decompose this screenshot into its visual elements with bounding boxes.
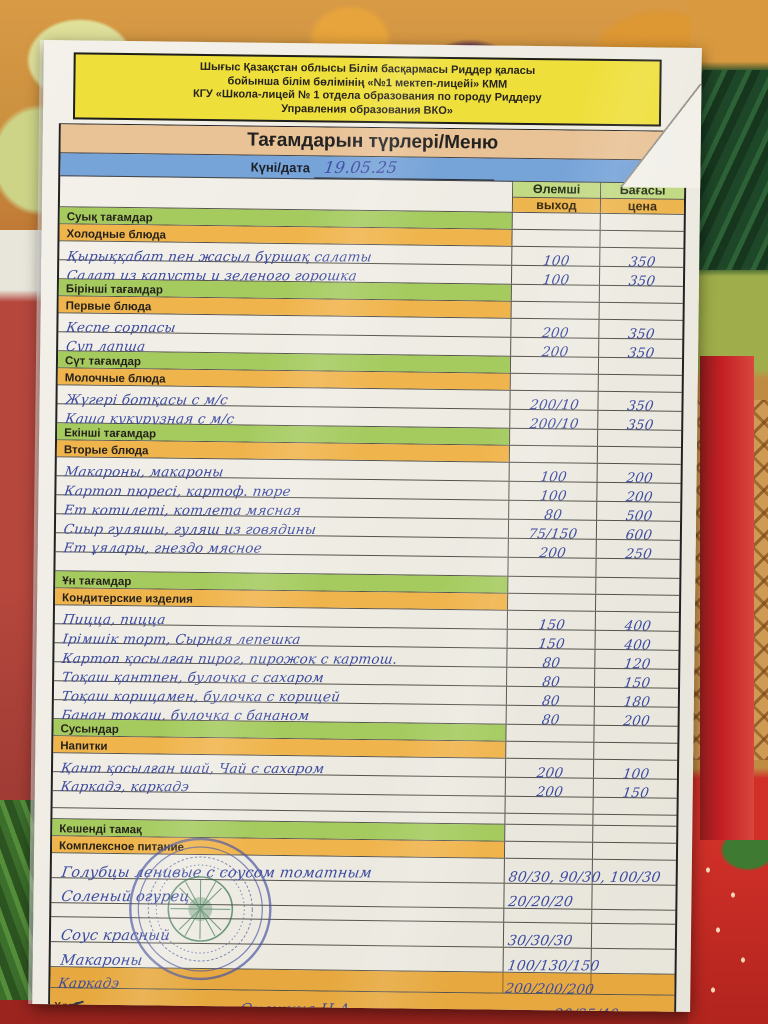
section-label: Суық тағамдар — [66, 211, 153, 225]
dish-portion: 20/20/20 — [507, 894, 575, 911]
section-label: Кондитерские изделия — [62, 592, 193, 606]
section-label: Ұн тағамдар — [62, 575, 132, 589]
menu-sheet: Шығыс Қазақстан облысы Білім басқармасы … — [32, 40, 702, 1012]
official-stamp-icon — [129, 837, 272, 981]
section-label: Сусындар — [60, 723, 119, 736]
section-label: Холодные блюда — [66, 228, 167, 242]
dish-portion: 80/30, 90/30, 100/30 — [507, 869, 662, 886]
col-price-ru: цена — [600, 198, 685, 214]
page-title: Тағамдарын түрлері/Меню — [247, 129, 499, 154]
org-header-box: Шығыс Қазақстан облысы Білім басқармасы … — [72, 52, 662, 127]
section-label: Екінші тағамдар — [64, 427, 157, 441]
col-portion-kk: Өлемші — [513, 181, 601, 199]
folded-corner — [620, 83, 702, 189]
strawberry-bottom-right — [688, 840, 768, 1024]
date-label: Күні/дата — [250, 159, 311, 175]
section-label: Сүт тағамдар — [64, 355, 142, 369]
dish-portion: 100/130/150 — [506, 958, 601, 975]
pineapple-leaves — [688, 70, 768, 270]
col-portion-ru: выход — [512, 197, 601, 213]
date-value-handwritten: 19.05.25 — [322, 157, 399, 177]
section-label: Первые блюда — [65, 300, 152, 314]
section-label: Вторые блюда — [63, 444, 149, 458]
section-label: Молочные блюда — [64, 372, 166, 386]
section-label: Напитки — [60, 740, 108, 753]
dish-portion: 30/30/30 — [506, 933, 574, 950]
section-label: Бірінші тағамдар — [65, 283, 163, 297]
